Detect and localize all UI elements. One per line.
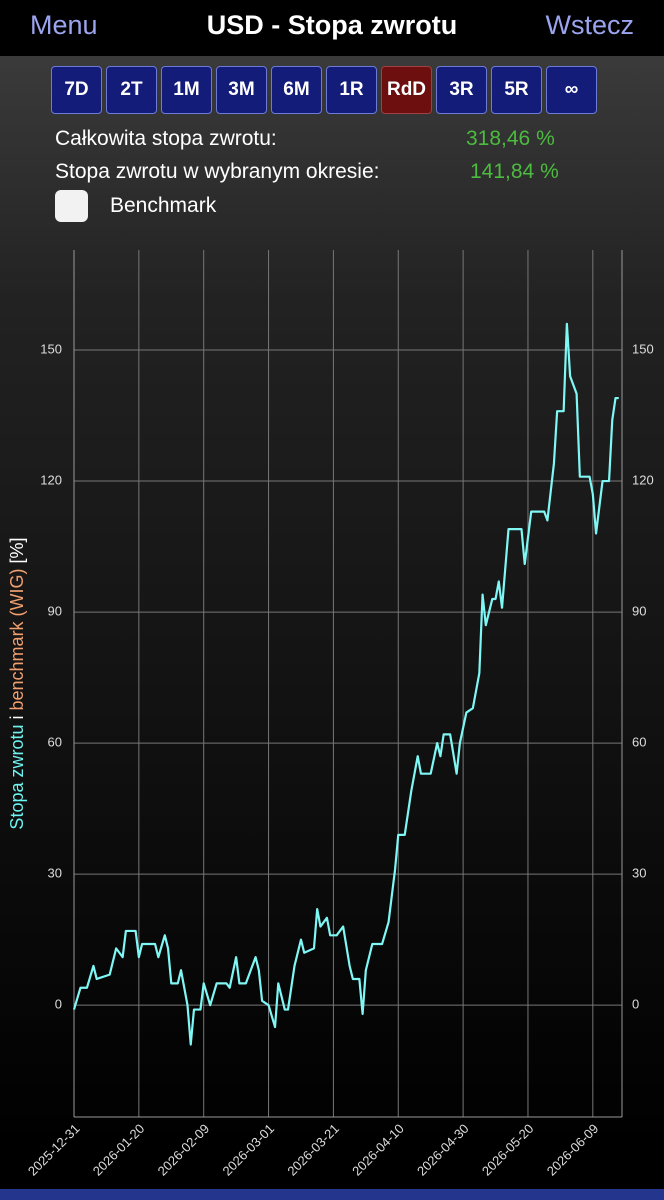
stat-row: Stopa zwrotu w wybranym okresie: 141,84 % [55, 160, 559, 184]
period-button[interactable]: 3R [436, 66, 487, 114]
y-axis-title-part: benchmark (WIG) [7, 568, 27, 710]
y2-tick-label: 0 [632, 997, 639, 1012]
x-tick-label: 2026-05-20 [479, 1121, 537, 1179]
x-tick-label: 2026-04-10 [349, 1121, 407, 1179]
stat-label: Stopa zwrotu w wybranym okresie: [55, 160, 380, 183]
x-tick-label: 2025-12-31 [25, 1121, 83, 1179]
y2-tick-label: 60 [632, 735, 646, 750]
period-button[interactable]: 3M [216, 66, 267, 114]
x-tick-label: 2026-03-21 [284, 1121, 342, 1179]
period-button[interactable]: 1R [326, 66, 377, 114]
x-tick-label: 2026-04-30 [414, 1121, 472, 1179]
y-axis-title-part: i [7, 710, 27, 724]
x-tick-label: 2026-02-09 [155, 1121, 213, 1179]
x-tick-label: 2026-03-01 [219, 1121, 277, 1179]
y-axis-title-part: Stopa zwrotu [7, 725, 27, 830]
stat-row: Całkowita stopa zwrotu: 318,46 % [55, 127, 555, 151]
y2-tick-label: 90 [632, 604, 646, 619]
menu-button[interactable]: Menu [30, 10, 98, 40]
period-buttons: 7D 2T 1M 3M 6M 1R RdD 3R 5R ∞ [51, 66, 597, 114]
y-tick-label: 30 [48, 866, 62, 881]
y2-tick-label: 150 [632, 341, 654, 356]
period-button[interactable]: 1M [161, 66, 212, 114]
period-button[interactable]: ∞ [546, 66, 597, 114]
period-button[interactable]: 5R [491, 66, 542, 114]
back-button[interactable]: Wstecz [545, 10, 634, 40]
stat-value: 141,84 % [470, 160, 559, 183]
y-tick-label: 150 [40, 341, 62, 356]
y2-tick-label: 120 [632, 472, 654, 487]
nav-bar: Menu USD - Stopa zwrotu Wstecz [0, 0, 664, 56]
y-axis-title-part: [%] [7, 537, 27, 568]
y2-tick-label: 30 [632, 866, 646, 881]
data-line [72, 322, 619, 1046]
y-tick-label: 120 [40, 472, 62, 487]
y-tick-label: 0 [55, 997, 62, 1012]
period-button[interactable]: 6M [271, 66, 322, 114]
benchmark-label[interactable]: Benchmark [110, 194, 217, 217]
y-tick-label: 60 [48, 735, 62, 750]
period-button[interactable]: 2T [106, 66, 157, 114]
x-tick-label: 2026-01-20 [90, 1121, 148, 1179]
stat-value: 318,46 % [466, 127, 555, 150]
stat-label: Całkowita stopa zwrotu: [55, 127, 277, 150]
x-tick-label: 2026-06-09 [544, 1121, 602, 1179]
y-tick-label: 90 [48, 604, 62, 619]
y-axis-title: Stopa zwrotu i benchmark (WIG) [%] [7, 537, 27, 829]
benchmark-checkbox[interactable] [55, 190, 88, 222]
bottom-bar [0, 1189, 664, 1200]
period-button[interactable]: RdD [381, 66, 432, 114]
period-button[interactable]: 7D [51, 66, 102, 114]
